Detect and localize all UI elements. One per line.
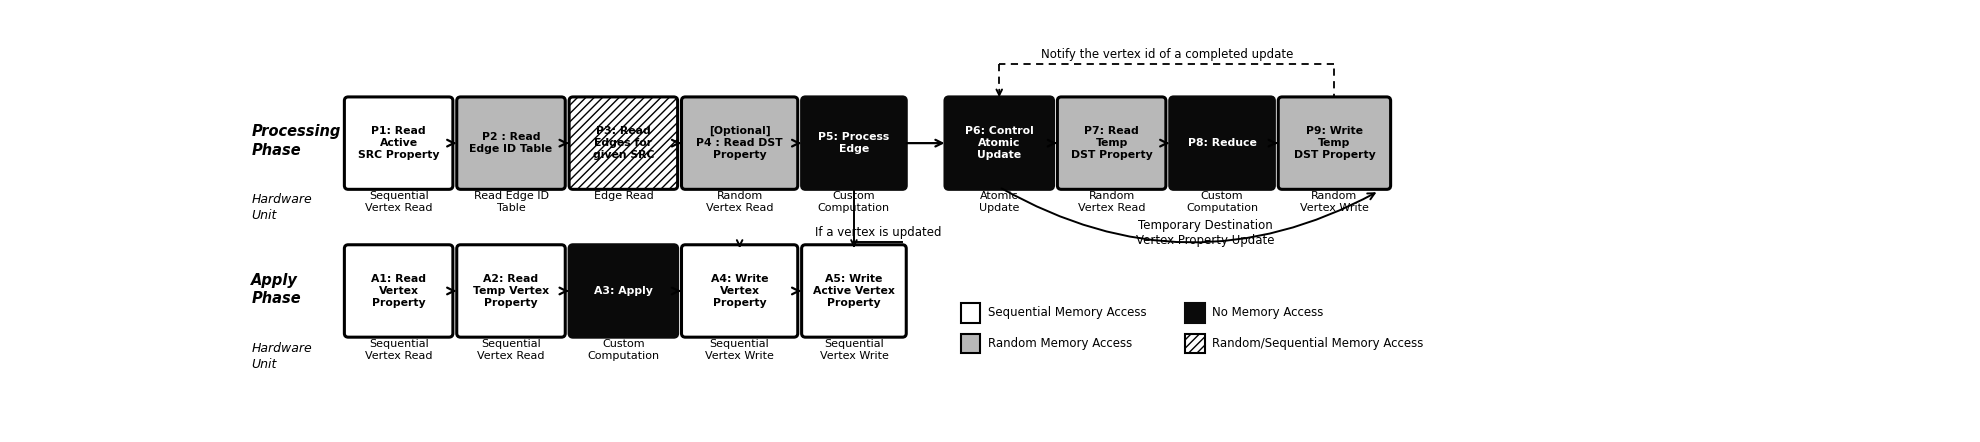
FancyBboxPatch shape — [568, 245, 677, 337]
Text: P1: Read
Active
SRC Property: P1: Read Active SRC Property — [358, 126, 440, 160]
FancyBboxPatch shape — [345, 245, 453, 337]
FancyBboxPatch shape — [681, 97, 798, 189]
Text: A5: Write
Active Vertex
Property: A5: Write Active Vertex Property — [814, 274, 895, 308]
FancyBboxPatch shape — [1186, 303, 1204, 323]
Text: Edge Read: Edge Read — [594, 191, 653, 201]
Text: Custom
Computation: Custom Computation — [1186, 191, 1257, 213]
FancyArrowPatch shape — [1002, 188, 1374, 242]
Text: P3: Read
Edges for
given SRC: P3: Read Edges for given SRC — [592, 126, 653, 160]
Text: Sequential
Vertex Write: Sequential Vertex Write — [705, 339, 774, 361]
Text: If a vertex is updated: If a vertex is updated — [816, 226, 940, 240]
FancyBboxPatch shape — [802, 245, 907, 337]
FancyBboxPatch shape — [960, 303, 980, 323]
Text: P8: Reduce: P8: Reduce — [1188, 138, 1257, 148]
FancyBboxPatch shape — [568, 97, 677, 189]
Text: Apply
Phase: Apply Phase — [251, 273, 301, 306]
Text: Random
Vertex Write: Random Vertex Write — [1301, 191, 1368, 213]
Text: Atomic
Update: Atomic Update — [978, 191, 1020, 213]
Text: P2 : Read
Edge ID Table: P2 : Read Edge ID Table — [469, 132, 552, 154]
FancyBboxPatch shape — [1057, 97, 1166, 189]
FancyBboxPatch shape — [345, 97, 453, 189]
Text: Hardware
Unit: Hardware Unit — [251, 193, 313, 221]
FancyBboxPatch shape — [1170, 97, 1275, 189]
Text: Hardware
Unit: Hardware Unit — [251, 342, 313, 371]
Text: P7: Read
Temp
DST Property: P7: Read Temp DST Property — [1071, 126, 1152, 160]
Text: A4: Write
Vertex
Property: A4: Write Vertex Property — [711, 274, 768, 308]
FancyBboxPatch shape — [944, 97, 1053, 189]
Text: Sequential
Vertex Read: Sequential Vertex Read — [364, 339, 432, 361]
Text: Read Edge ID
Table: Read Edge ID Table — [473, 191, 548, 213]
FancyBboxPatch shape — [1279, 97, 1390, 189]
Text: [Optional]
P4 : Read DST
Property: [Optional] P4 : Read DST Property — [697, 126, 782, 160]
Text: Sequential
Vertex Read: Sequential Vertex Read — [477, 339, 545, 361]
Text: Custom
Computation: Custom Computation — [588, 339, 659, 361]
Text: Sequential
Vertex Write: Sequential Vertex Write — [820, 339, 889, 361]
FancyBboxPatch shape — [457, 245, 564, 337]
Text: Random
Vertex Read: Random Vertex Read — [707, 191, 774, 213]
Text: Notify the vertex id of a completed update: Notify the vertex id of a completed upda… — [1041, 48, 1293, 61]
Text: No Memory Access: No Memory Access — [1212, 306, 1325, 320]
Text: P9: Write
Temp
DST Property: P9: Write Temp DST Property — [1293, 126, 1376, 160]
Text: Random
Vertex Read: Random Vertex Read — [1077, 191, 1144, 213]
Text: Temporary Destination
Vertex Property Update: Temporary Destination Vertex Property Up… — [1137, 219, 1275, 248]
FancyBboxPatch shape — [1186, 334, 1204, 353]
FancyBboxPatch shape — [681, 245, 798, 337]
Text: Sequential
Vertex Read: Sequential Vertex Read — [364, 191, 432, 213]
Text: Random/Sequential Memory Access: Random/Sequential Memory Access — [1212, 337, 1424, 350]
Text: Random Memory Access: Random Memory Access — [988, 337, 1133, 350]
Text: Sequential Memory Access: Sequential Memory Access — [988, 306, 1146, 320]
Text: A3: Apply: A3: Apply — [594, 286, 653, 296]
Text: Custom
Computation: Custom Computation — [818, 191, 889, 213]
FancyBboxPatch shape — [960, 334, 980, 353]
Text: A2: Read
Temp Vertex
Property: A2: Read Temp Vertex Property — [473, 274, 548, 308]
Text: P5: Process
Edge: P5: Process Edge — [818, 132, 889, 154]
Text: A1: Read
Vertex
Property: A1: Read Vertex Property — [370, 274, 426, 308]
FancyBboxPatch shape — [457, 97, 564, 189]
Text: Processing
Phase: Processing Phase — [251, 124, 341, 158]
FancyBboxPatch shape — [802, 97, 907, 189]
Text: P6: Control
Atomic
Update: P6: Control Atomic Update — [964, 126, 1034, 160]
